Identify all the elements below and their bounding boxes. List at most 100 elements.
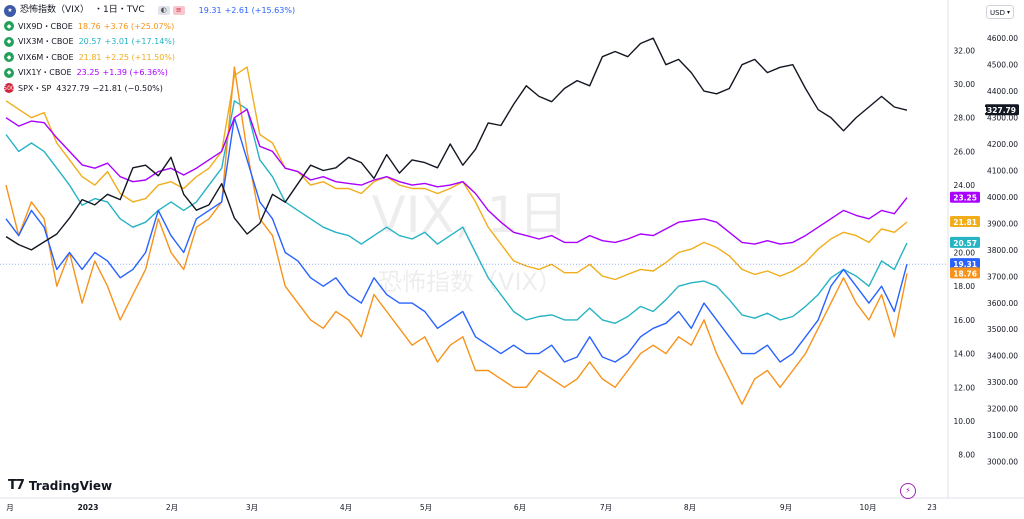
legend-value: 20.57: [78, 37, 102, 47]
price-axis-left[interactable]: 8.0010.0012.0014.0016.0018.0020.0022.002…: [954, 46, 976, 459]
price-label-bg: [950, 191, 980, 203]
right-tick-label: 3700.00: [987, 272, 1018, 281]
legend-symbol: VIX3M・CBOE: [18, 37, 74, 47]
left-tick-label: 18.00: [954, 282, 976, 291]
time-tick-label: 2023: [78, 503, 99, 512]
right-tick-label: 3900.00: [987, 219, 1018, 228]
legend-change: +3.01 (+17.14%): [104, 37, 176, 47]
right-tick-label: 3400.00: [987, 352, 1018, 361]
left-tick-label: 10.00: [954, 417, 976, 426]
time-axis[interactable]: 月 2023 2月 3月 4月 5月 6月 7月 8月 9月 10月 23: [6, 503, 937, 512]
watermark: VIX, 1日 恐怖指数（VIX）: [372, 186, 569, 296]
cboe-badge-icon: ◆: [4, 36, 14, 47]
legend-row[interactable]: 500 SPX・SP 4327.79 −21.81 (−0.50%): [3, 81, 298, 97]
right-tick-label: 3600.00: [987, 299, 1018, 308]
price-label-bg: [950, 215, 980, 227]
left-tick-label: 12.00: [954, 383, 976, 392]
lightning-icon[interactable]: ⚡: [900, 483, 916, 499]
left-tick-label: 14.00: [954, 350, 976, 359]
tradingview-mark-icon: T7: [8, 478, 25, 493]
chevron-down-icon: ▾: [1006, 9, 1010, 16]
time-tick-label: 8月: [684, 503, 696, 512]
price-label: 21.81: [950, 215, 980, 227]
main-symbol-interval: ・1日・TVC: [93, 5, 145, 16]
series-layer: [5, 37, 908, 405]
right-tick-label: 3200.00: [987, 405, 1018, 414]
price-label-text: 20.57: [953, 239, 977, 248]
time-tick-label: 7月: [600, 503, 612, 512]
left-tick-label: 20.00: [954, 249, 976, 258]
legend-change: +1.39 (+6.36%): [102, 68, 168, 78]
series-line[interactable]: [5, 66, 908, 281]
left-tick-label: 32.00: [954, 46, 976, 55]
right-tick-label: 3500.00: [987, 325, 1018, 334]
main-change: +2.61 (+15.63%): [224, 6, 296, 16]
price-label: 20.57: [950, 236, 980, 248]
price-axis-right[interactable]: 3000.00 3100.00 3200.00 3300.00 3400.00 3500.…: [987, 34, 1018, 466]
legend-symbol: VIX9D・CBOE: [18, 21, 73, 31]
legend-row[interactable]: ◆ VIX3M・CBOE 20.57 +3.01 (+17.14%): [4, 34, 298, 50]
legend-value: 21.81: [78, 52, 102, 62]
currency-label: USD: [990, 9, 1005, 17]
time-tick-label: 23: [927, 503, 937, 512]
price-label-text: 19.31: [953, 260, 977, 269]
time-tick-label: 4月: [340, 503, 352, 512]
left-tick-label: 8.00: [958, 451, 975, 460]
price-label: 19.31: [950, 258, 980, 270]
time-tick-label: 2月: [166, 503, 178, 512]
logo-text: TradingView: [28, 478, 113, 493]
left-tick-label: 28.00: [954, 114, 976, 123]
legend-row[interactable]: ◆ VIX1Y・CBOE 23.25 +1.39 (+6.36%): [4, 65, 298, 81]
compare-icon[interactable]: ≡: [172, 6, 185, 16]
legend: ★ 恐怖指数（VIX） ・1日・TVC ◐ ≡ 19.31 +2.61 (+15…: [3, 3, 298, 97]
right-tick-label: 3800.00: [987, 246, 1018, 255]
legend-value: 23.25: [76, 68, 100, 78]
price-label-bg: [950, 267, 980, 279]
price-label: 23.25: [950, 191, 980, 203]
currency-selector[interactable]: USD ▾: [986, 5, 1014, 19]
right-tick-label: 3300.00: [987, 378, 1018, 387]
legend-main[interactable]: ★ 恐怖指数（VIX） ・1日・TVC ◐ ≡ 19.31 +2.61 (+15…: [4, 3, 298, 19]
time-tick-label: 9月: [780, 503, 792, 512]
watermark-sub: 恐怖指数（VIX）: [378, 268, 562, 296]
time-tick-label: 6月: [514, 503, 526, 512]
visibility-toggle-icon[interactable]: ◐: [157, 6, 170, 16]
time-tick-label: 3月: [246, 503, 258, 512]
price-label-text: 23.25: [953, 194, 977, 203]
cboe-badge-icon: ◆: [4, 21, 14, 32]
watermark-main: VIX, 1日: [372, 186, 569, 244]
price-label: 18.76: [950, 267, 980, 279]
legend-change: +2.25 (+11.50%): [104, 52, 176, 62]
series-line[interactable]: [5, 66, 908, 405]
right-tick-label: 4200.00: [987, 140, 1018, 149]
series-line[interactable]: [5, 100, 908, 324]
price-label-bg: [950, 236, 980, 248]
series-line[interactable]: [5, 108, 908, 245]
right-tick-label: 4000.00: [987, 193, 1018, 202]
right-tick-label: 3000.00: [987, 457, 1018, 466]
legend-symbol: SPX・SP: [18, 83, 52, 93]
main-value: 19.31: [198, 6, 222, 16]
legend-row[interactable]: ◆ VIX6M・CBOE 21.81 +2.25 (+11.50%): [4, 50, 298, 66]
right-tick-label: 3100.00: [987, 431, 1018, 440]
time-tick-label: 月: [6, 503, 14, 512]
legend-change: +3.76 (+25.07%): [103, 21, 175, 31]
time-tick-label: 10月: [859, 503, 876, 512]
series-line[interactable]: [5, 116, 908, 363]
price-label-bg: [950, 258, 980, 270]
legend-row[interactable]: ◆ VIX9D・CBOE 18.76 +3.76 (+25.07%): [4, 19, 298, 35]
series-line[interactable]: [5, 37, 908, 251]
legend-value: 4327.79: [56, 83, 90, 93]
right-tick-label: 4300.00: [987, 114, 1018, 123]
cboe-badge-icon: ◆: [4, 52, 14, 63]
legend-value: 18.76: [77, 21, 101, 31]
price-label-text: 21.81: [953, 218, 977, 227]
tradingview-logo[interactable]: T7 TradingView: [8, 478, 112, 493]
right-tick-label: 4500.00: [987, 61, 1018, 70]
left-tick-label: 16.00: [954, 316, 976, 325]
sp500-badge-icon: 500: [3, 83, 15, 94]
price-label-bg: [985, 104, 1019, 116]
main-symbol-name: 恐怖指数（VIX）: [20, 5, 89, 16]
